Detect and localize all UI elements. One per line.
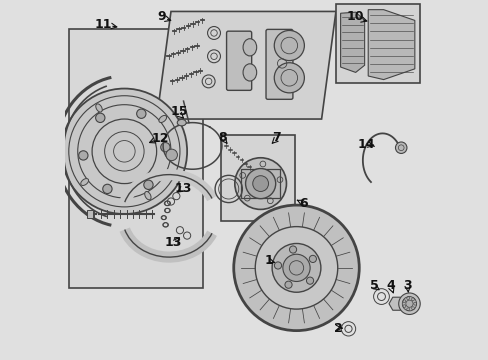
Circle shape [306,277,313,284]
Circle shape [274,31,304,60]
Circle shape [402,297,416,311]
Circle shape [143,180,153,189]
Text: 3: 3 [403,279,411,292]
Text: 5: 5 [369,279,378,292]
Bar [221,135,294,221]
FancyBboxPatch shape [226,31,251,90]
Text: 8: 8 [218,131,227,144]
FancyBboxPatch shape [265,30,292,99]
Ellipse shape [177,120,186,126]
Polygon shape [240,169,280,198]
Circle shape [398,293,419,315]
Ellipse shape [159,116,166,122]
Circle shape [395,142,406,153]
Text: 13: 13 [175,183,192,195]
Circle shape [271,243,320,292]
Polygon shape [156,12,335,119]
Text: 9: 9 [157,10,165,23]
Polygon shape [367,10,414,80]
Circle shape [136,109,146,118]
Circle shape [274,63,304,93]
Circle shape [79,151,88,160]
Circle shape [252,176,268,192]
Text: 6: 6 [299,197,307,210]
Ellipse shape [243,64,256,81]
Bar [69,30,203,288]
Circle shape [233,205,359,330]
Circle shape [245,168,275,199]
Text: 13: 13 [164,236,181,249]
Circle shape [282,254,309,282]
Text: 15: 15 [170,105,187,118]
Bar [335,4,419,83]
Circle shape [102,184,112,194]
Bar [86,210,93,218]
Text: 1: 1 [264,254,272,267]
Circle shape [255,226,337,309]
Ellipse shape [96,104,102,112]
Polygon shape [340,12,364,72]
Circle shape [96,113,105,122]
Circle shape [165,149,177,161]
Circle shape [161,143,170,152]
Text: 14: 14 [357,138,374,151]
Circle shape [234,158,286,210]
Ellipse shape [81,179,88,185]
Text: 7: 7 [272,131,281,144]
Circle shape [61,89,187,214]
Text: 2: 2 [333,322,342,335]
Text: 11: 11 [94,18,111,31]
Circle shape [285,281,291,288]
Text: 12: 12 [151,132,169,145]
Circle shape [289,246,296,253]
Polygon shape [388,297,403,310]
Ellipse shape [243,39,256,56]
Text: 4: 4 [386,279,394,292]
Circle shape [308,255,316,262]
Text: 10: 10 [346,10,364,23]
Ellipse shape [144,192,151,200]
Circle shape [274,262,281,269]
